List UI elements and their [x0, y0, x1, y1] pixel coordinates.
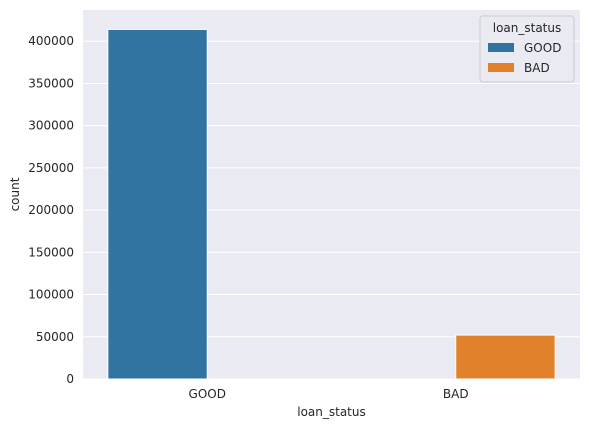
legend-items: GOOD BAD	[488, 41, 561, 75]
bars	[107, 28, 556, 380]
y-tick-label: 350000	[28, 76, 74, 90]
y-tick-label: 150000	[28, 245, 74, 259]
legend-swatch-bad	[488, 63, 514, 72]
x-axis-ticks: GOOD BAD	[189, 387, 469, 401]
x-axis-label: loan_status	[297, 405, 366, 419]
y-tick-label: 400000	[28, 34, 74, 48]
bar-bad-bad	[455, 334, 556, 380]
legend-title: loan_status	[493, 21, 562, 35]
y-tick-label: 50000	[36, 330, 74, 344]
legend-label-good: GOOD	[524, 41, 561, 55]
y-tick-label: 100000	[28, 288, 74, 302]
y-tick-label: 250000	[28, 161, 74, 175]
y-axis-label: count	[8, 177, 22, 211]
y-tick-label: 200000	[28, 203, 74, 217]
legend: loan_status GOOD BAD	[479, 15, 575, 83]
legend-swatch-good	[488, 43, 514, 52]
y-axis-ticks: 0 50000 100000 150000 200000 250000 300000 3500…	[28, 34, 74, 386]
x-tick-label: BAD	[443, 387, 469, 401]
legend-label-bad: BAD	[524, 61, 550, 75]
x-tick-label: GOOD	[189, 387, 226, 401]
y-tick-label: 300000	[28, 119, 74, 133]
y-tick-label: 0	[66, 372, 74, 386]
bar-good-good	[107, 28, 208, 380]
